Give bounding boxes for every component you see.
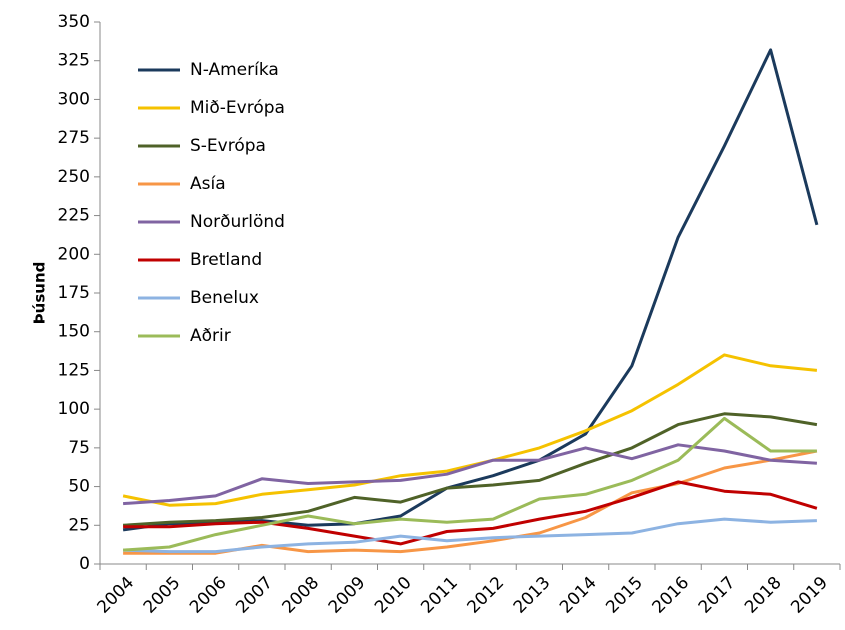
legend-label: Mið-Evrópa <box>190 98 285 118</box>
x-tick-label: 2010 <box>371 573 416 618</box>
legend-label: Benelux <box>190 288 259 308</box>
legend-label: N-Ameríka <box>190 60 279 80</box>
y-tick-label: 125 <box>58 360 90 380</box>
x-tick-label: 2017 <box>695 573 740 618</box>
y-tick-label: 50 <box>68 477 90 497</box>
x-tick-label: 2015 <box>602 573 647 618</box>
x-tick-label: 2013 <box>510 573 555 618</box>
x-tick-label: 2006 <box>186 573 231 618</box>
x-tick-label: 2009 <box>325 573 370 618</box>
y-tick-label: 200 <box>58 244 90 264</box>
x-tick-label: 2008 <box>278 573 323 618</box>
legend-label: Norðurlönd <box>190 212 285 232</box>
x-tick-label: 2018 <box>741 573 786 618</box>
y-tick-label: 350 <box>58 12 90 32</box>
x-tick-label: 2012 <box>463 573 508 618</box>
legend-label: S-Evrópa <box>190 136 266 156</box>
series-line <box>123 480 818 546</box>
y-tick-label: 150 <box>58 322 90 342</box>
series-line <box>122 412 818 527</box>
x-tick-label: 2004 <box>93 573 138 618</box>
x-tick-label: 2014 <box>556 573 601 618</box>
series-line <box>122 443 818 506</box>
y-tick-label: 325 <box>58 51 90 71</box>
y-tick-label: 300 <box>58 89 90 109</box>
x-tick-label: 2005 <box>140 573 185 618</box>
legend-label: Aðrir <box>190 326 231 346</box>
x-tick-label: 2007 <box>232 573 277 618</box>
series-line <box>122 416 817 552</box>
x-tick-label: 2011 <box>417 573 462 618</box>
series-line <box>123 517 817 554</box>
x-tick-label: 2019 <box>787 573 832 618</box>
y-tick-label: 250 <box>58 167 90 187</box>
y-axis-label: Þúsund <box>31 262 49 325</box>
legend-label: Bretland <box>190 250 262 270</box>
x-tick-label: 2016 <box>648 573 693 618</box>
legend-label: Asía <box>190 174 226 194</box>
y-tick-label: 225 <box>58 206 90 226</box>
y-tick-label: 75 <box>68 438 90 458</box>
series-line <box>122 48 819 532</box>
y-tick-label: 275 <box>58 128 90 148</box>
y-tick-label: 0 <box>79 554 90 574</box>
y-tick-label: 25 <box>68 515 90 535</box>
y-tick-label: 175 <box>58 283 90 303</box>
y-tick-label: 100 <box>58 399 90 419</box>
